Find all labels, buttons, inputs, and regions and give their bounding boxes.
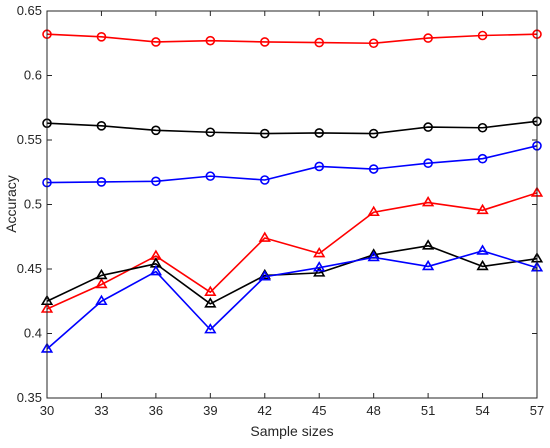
x-tick-label: 42: [258, 403, 272, 418]
series-line: [46, 33, 538, 45]
data-point-circle: [205, 127, 216, 138]
data-point-circle: [368, 164, 379, 174]
data-point-triangle: [421, 259, 435, 271]
data-point-triangle: [258, 270, 271, 281]
data-point-triangle: [313, 266, 326, 277]
x-tick-label: 57: [530, 403, 544, 418]
data-point-circle: [477, 30, 488, 41]
y-tick-label: 0.45: [17, 261, 42, 276]
data-point-circle: [96, 31, 107, 42]
data-point-circle: [96, 121, 107, 131]
y-tick-label: 0.5: [24, 197, 42, 212]
data-point-triangle: [476, 244, 489, 255]
data-point-circle: [423, 122, 433, 132]
data-point-circle: [259, 37, 270, 47]
y-tick-label: 0.4: [24, 326, 42, 341]
data-point-triangle: [95, 277, 108, 289]
y-tick-label: 0.55: [17, 132, 42, 147]
data-point-triangle: [476, 203, 489, 215]
data-point-circle: [477, 122, 488, 133]
series-4: [40, 239, 544, 308]
data-point-triangle: [204, 323, 217, 334]
data-point-triangle: [313, 246, 326, 258]
data-point-circle: [205, 171, 216, 181]
data-point-circle: [151, 125, 161, 136]
data-point-circle: [368, 128, 379, 139]
data-point-circle: [314, 161, 325, 172]
data-point-circle: [259, 175, 270, 185]
series-line: [46, 145, 538, 184]
x-tick-label: 30: [40, 403, 54, 418]
plot-area: [47, 11, 537, 398]
data-point-circle: [259, 128, 270, 139]
data-point-triangle: [204, 285, 217, 297]
y-axis-label: Accuracy: [3, 175, 19, 233]
data-point-circle: [151, 176, 161, 187]
series-line: [46, 244, 538, 305]
data-point-triangle: [204, 297, 217, 308]
x-tick-label: 39: [203, 403, 217, 418]
x-tick-label: 51: [421, 403, 435, 418]
data-point-circle: [205, 35, 216, 46]
data-point-triangle: [367, 250, 380, 262]
data-point-circle: [314, 37, 325, 48]
series-layer: [40, 29, 544, 353]
data-point-triangle: [476, 259, 489, 271]
y-tick-label: 0.35: [17, 390, 42, 405]
data-point-triangle: [313, 261, 326, 272]
x-tick-label: 36: [149, 403, 163, 418]
y-tick-label: 0.65: [17, 3, 42, 18]
data-point-triangle: [95, 268, 108, 280]
series-line: [46, 250, 538, 350]
data-point-circle: [314, 128, 325, 138]
x-tick-label: 54: [475, 403, 489, 418]
x-tick-label: 45: [312, 403, 326, 418]
data-point-triangle: [95, 294, 108, 306]
series-5: [40, 244, 544, 353]
data-point-circle: [368, 38, 379, 49]
data-point-circle: [477, 153, 488, 164]
data-point-circle: [96, 177, 107, 187]
data-point-circle: [151, 37, 161, 47]
data-point-circle: [423, 158, 433, 169]
y-tick-label: 0.6: [24, 68, 42, 83]
series-line: [46, 120, 538, 135]
data-point-triangle: [149, 265, 163, 276]
data-point-triangle: [367, 205, 380, 217]
data-point-triangle: [258, 231, 271, 242]
x-tick-label: 33: [94, 403, 108, 418]
data-point-circle: [423, 33, 433, 43]
x-axis-label: Sample sizes: [250, 423, 333, 439]
x-tick-label: 48: [366, 403, 380, 418]
data-point-triangle: [421, 239, 435, 250]
axes-layer: 30 33 36 39 42 45 48 51 54 57 0.35 0.4 0.45 0.5 0.55 0.…: [17, 3, 545, 418]
data-point-triangle: [421, 196, 435, 207]
